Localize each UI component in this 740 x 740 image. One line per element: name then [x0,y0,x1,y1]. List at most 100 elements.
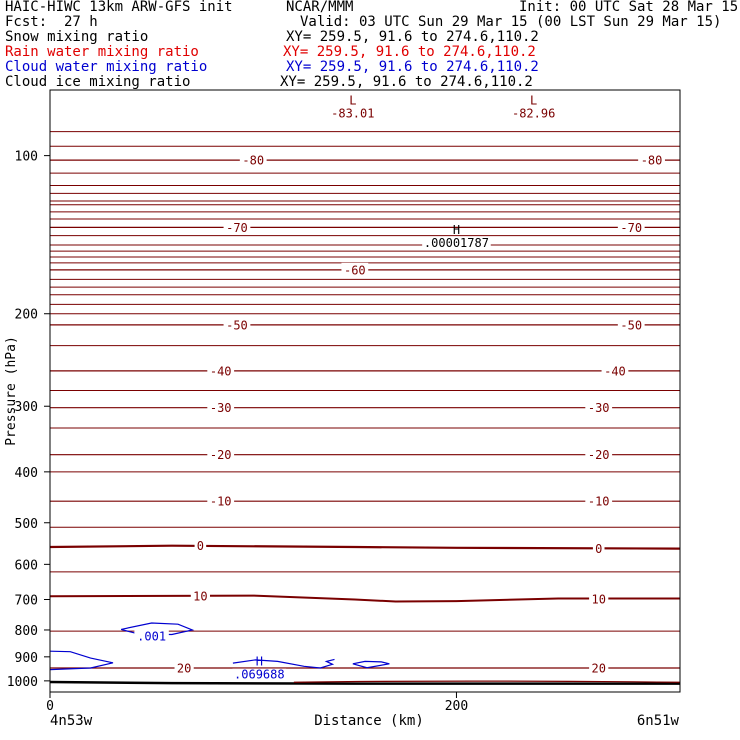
temperature-label: -20 [210,448,232,462]
y-tick-label: 900 [15,651,38,666]
temperature-label: -70 [226,221,248,235]
temperature-label: -60 [344,263,366,277]
temperature-label-bg [585,400,613,414]
temperature-label-bg [223,220,251,234]
temperature-label-bg [341,262,369,276]
isotherm-10 [49,594,680,603]
y-tick-label: 100 [15,150,38,165]
field-cloudice-name: Cloud ice mixing ratio [5,74,191,90]
isotherm-0 [49,544,681,550]
temperature-label: -50 [226,318,248,332]
temperature-label-bg [207,494,235,508]
temperature-label-bg [601,363,629,377]
chart-header: HAIC-HIWC 13km ARW-GFS init NCAR/MMM Ini… [0,0,740,100]
cloud-water-contours [49,622,390,671]
temperature-label: -80 [641,154,663,168]
temperature-label: 10 [591,592,605,606]
title-left: HAIC-HIWC 13km ARW-GFS init [5,0,233,15]
temperature-label-bg [190,589,210,603]
extremum-value-bg [232,668,287,681]
y-tick-label: 200 [15,308,38,323]
field-rain-xy: XY= 259.5, 91.6 to 274.6,110.2 [283,44,536,60]
y-axis-label: Pressure (hPa) [4,336,19,446]
temperature-label: -10 [588,495,610,509]
field-cloudwater-xy: XY= 259.5, 91.6 to 274.6,110.2 [286,59,539,75]
temperature-label-bg [589,660,609,674]
extremum-value: -83.01 [331,107,374,121]
temperature-label-bg [585,447,613,461]
temperature-label: -40 [604,364,626,378]
y-tick-label: 300 [15,400,38,415]
temperature-label: -30 [588,401,610,415]
temperature-label-bg [589,591,609,605]
init-time: Init: 00 UTC Sat 28 Mar 15 [519,0,739,15]
temperature-label: -80 [242,154,264,168]
field-cloudwater-name: Cloud water mixing ratio [5,59,208,75]
temperature-label-bg [207,363,235,377]
x-tick-label: 0 [46,699,54,714]
temperature-label-bg [239,153,267,167]
y-tick-label: 700 [15,594,38,609]
extremum-value-bg [422,237,491,250]
temperature-label: 20 [177,661,191,675]
valid-time: Valid: 03 UTC Sun 29 Mar 15 (00 LST Sun … [300,14,722,30]
extremum-value: -82.96 [512,107,555,121]
extremum-value: .00001787 [424,236,489,250]
temperature-label-bg [617,317,645,331]
extremum-mark: L [530,94,537,108]
field-cloudice-xy: XY= 259.5, 91.6 to 274.6,110.2 [280,74,533,90]
field-snow-xy: XY= 259.5, 91.6 to 274.6,110.2 [286,29,539,45]
extremum-value-bg [510,107,557,120]
temperature-label: -70 [620,221,642,235]
temperature-label-bg [638,153,665,167]
extremum-mark: H [256,655,263,669]
forecast-hour: 27 h [64,14,98,30]
temperature-label: -50 [620,318,642,332]
cloud-value-label-bg [134,629,169,643]
plot-frame [49,89,681,693]
temperature-label: -40 [210,364,232,378]
x-axis-label: Distance (km) [314,713,424,729]
temperature-label-bg [585,494,613,508]
temperature-label: -30 [210,401,232,415]
title-center: NCAR/MMM [286,0,354,15]
x-endpoint-right: 6n51w [637,713,680,729]
x-tick-label: 200 [445,699,468,714]
temperature-label: 0 [197,539,204,553]
temperature-label: 0 [595,542,602,556]
temperature-label-bg [207,400,235,414]
y-tick-label: 1000 [7,675,38,690]
x-endpoint-left: 4n53w [50,713,93,729]
temperature-label: -10 [210,495,232,509]
cloud-value-label: .001 [137,630,166,644]
extremum-mark: H [453,223,460,237]
cloud-contour-2 [232,658,335,669]
temperature-label-bg [592,541,605,555]
temperature-label-bg [174,660,194,674]
field-snow-name: Snow mixing ratio [5,29,149,45]
temperature-label-bg [223,317,251,331]
cloud-contour-1 [49,650,114,671]
isotherm-surface [293,680,681,683]
temperature-label-bg [617,220,645,234]
y-tick-label: 500 [15,517,38,532]
temperature-label: 10 [193,590,207,604]
temperature-label: -20 [588,448,610,462]
y-tick-label: 400 [15,466,38,481]
extremum-mark: L [349,94,356,108]
temperature-label-bg [207,447,235,461]
field-rain-name: Rain water mixing ratio [5,44,199,60]
isotherm-lines [49,131,681,685]
y-tick-label: 800 [15,624,38,639]
forecast-label: Fcst: [5,14,48,30]
extremum-value-bg [329,107,377,120]
temperature-label: 20 [591,661,605,675]
contour-labels: -80 -80 -70 -70 -60 -50 -50 -40 -40 -30 -30 -20 -20 -… [134,94,665,682]
cloud-contour-3 [352,660,390,669]
temperature-label-bg [194,538,207,552]
y-tick-label: 600 [15,558,38,573]
extremum-value: .069688 [234,668,285,682]
terrain-line [49,680,680,685]
